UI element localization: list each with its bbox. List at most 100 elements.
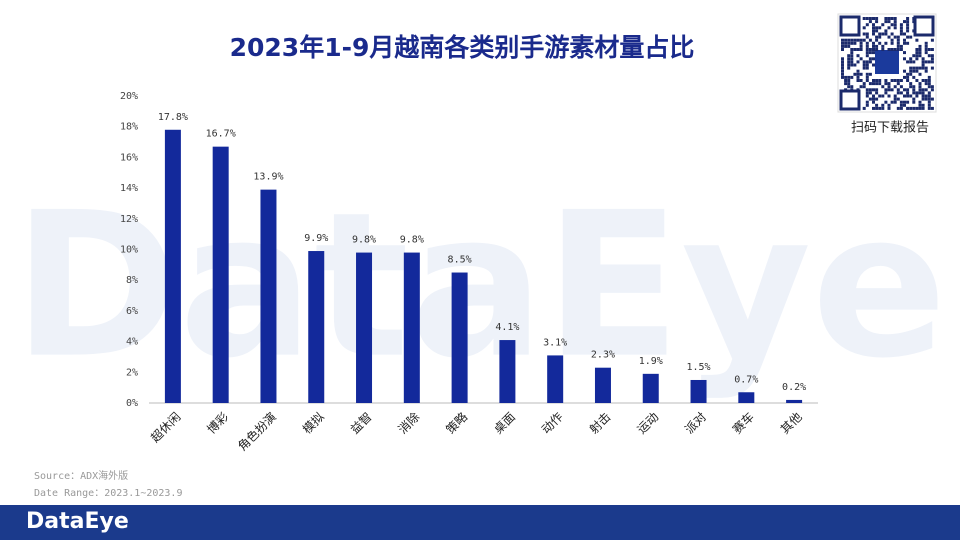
- qr-module: [918, 66, 922, 70]
- qr-module: [878, 32, 882, 36]
- value-label: 16.7%: [206, 129, 236, 140]
- qr-module: [912, 97, 916, 101]
- value-label: 0.2%: [782, 382, 806, 393]
- qr-module: [930, 60, 934, 64]
- qr-module: [841, 44, 844, 48]
- qr-module: [847, 63, 851, 67]
- qr-module: [862, 63, 866, 67]
- qr-code: [837, 13, 937, 113]
- qr-module: [856, 72, 860, 76]
- qr-module: [850, 41, 854, 45]
- qr-module: [906, 100, 910, 104]
- qr-module: [850, 85, 854, 89]
- qr-module: [868, 17, 872, 20]
- qr-module: [899, 91, 903, 95]
- qr-module: [915, 51, 919, 55]
- qr-module: [921, 79, 925, 82]
- qr-module: [862, 60, 866, 64]
- qr-module: [890, 41, 894, 45]
- qr-module: [893, 97, 897, 101]
- qr-module: [903, 32, 906, 36]
- qr-module: [875, 88, 879, 92]
- qr-module: [918, 82, 922, 86]
- qr-module: [865, 60, 869, 64]
- qr-module: [903, 41, 906, 45]
- qr-module: [924, 41, 928, 45]
- qr-module: [924, 66, 928, 70]
- qr-module: [930, 57, 934, 61]
- qr-module: [847, 54, 851, 58]
- qr-module: [899, 79, 903, 82]
- qr-module: [927, 82, 931, 86]
- qr-module: [906, 20, 910, 24]
- qr-module: [887, 106, 891, 110]
- x-tick-label: 运动: [634, 410, 661, 437]
- y-tick-label: 0%: [126, 398, 138, 409]
- qr-module: [841, 69, 844, 73]
- qr-module: [865, 23, 869, 27]
- x-tick-label: 其他: [778, 410, 805, 437]
- qr-module: [872, 17, 875, 20]
- qr-module: [872, 94, 875, 98]
- qr-module: [899, 29, 903, 33]
- qr-module: [865, 88, 869, 92]
- qr-module: [890, 88, 894, 92]
- qr-module: [899, 32, 903, 36]
- qr-module: [899, 44, 903, 48]
- qr-module: [921, 103, 925, 107]
- x-tick-label: 派对: [682, 410, 709, 437]
- qr-module: [884, 20, 888, 24]
- qr-module: [878, 94, 882, 98]
- qr-module: [841, 63, 844, 67]
- qr-module: [893, 35, 897, 39]
- qr-module: [841, 75, 844, 79]
- qr-module: [859, 57, 863, 61]
- qr-module: [865, 48, 869, 51]
- qr-module: [868, 20, 872, 24]
- qr-module: [859, 85, 863, 89]
- x-tick-label: 模拟: [300, 410, 327, 437]
- bar: [403, 252, 420, 403]
- qr-module: [903, 103, 906, 107]
- qr-module: [872, 100, 875, 104]
- qr-module: [896, 82, 900, 86]
- qr-module: [906, 79, 910, 82]
- qr-module: [887, 17, 891, 20]
- x-tick-label: 动作: [539, 410, 566, 437]
- qr-module: [927, 106, 931, 110]
- qr-module: [859, 41, 863, 45]
- qr-module: [915, 106, 919, 110]
- qr-module: [850, 75, 854, 79]
- qr-module: [865, 66, 869, 70]
- qr-module: [841, 41, 844, 45]
- qr-module: [909, 82, 913, 86]
- qr-module: [903, 51, 906, 55]
- qr-module: [884, 91, 888, 95]
- qr-module: [865, 35, 869, 39]
- qr-module: [875, 29, 879, 33]
- qr-module: [841, 72, 844, 76]
- qr-module: [930, 88, 934, 92]
- qr-module: [856, 79, 860, 82]
- qr-module: [875, 97, 879, 101]
- qr-module: [881, 23, 885, 27]
- qr-module: [909, 69, 913, 73]
- qr-module: [912, 17, 916, 20]
- qr-module: [930, 38, 934, 42]
- qr-module: [903, 38, 906, 42]
- qr-module: [893, 100, 897, 104]
- y-tick-label: 16%: [120, 152, 138, 163]
- qr-module: [893, 23, 897, 27]
- qr-module: [865, 44, 869, 48]
- qr-module: [850, 48, 854, 51]
- qr-module: [899, 103, 903, 107]
- qr-module: [918, 85, 922, 89]
- qr-module: [924, 94, 928, 98]
- bar: [260, 189, 277, 403]
- qr-module: [875, 35, 879, 39]
- qr-module: [862, 82, 866, 86]
- qr-module: [887, 26, 891, 30]
- qr-module: [896, 97, 900, 101]
- qr-module: [856, 60, 860, 64]
